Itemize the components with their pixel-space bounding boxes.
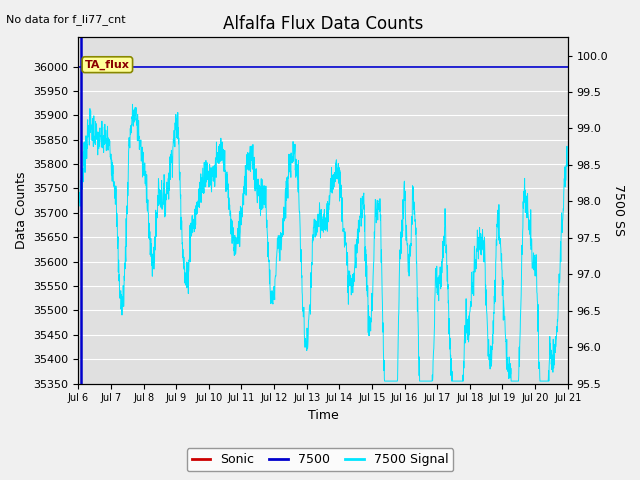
Y-axis label: Data Counts: Data Counts [15, 172, 28, 249]
Text: TA_flux: TA_flux [85, 60, 130, 70]
Legend: Sonic, 7500, 7500 Signal: Sonic, 7500, 7500 Signal [187, 448, 453, 471]
X-axis label: Time: Time [308, 409, 339, 422]
Y-axis label: 7500 SS: 7500 SS [612, 184, 625, 237]
Text: No data for f_li77_cnt: No data for f_li77_cnt [6, 13, 126, 24]
Title: Alfalfa Flux Data Counts: Alfalfa Flux Data Counts [223, 15, 423, 33]
